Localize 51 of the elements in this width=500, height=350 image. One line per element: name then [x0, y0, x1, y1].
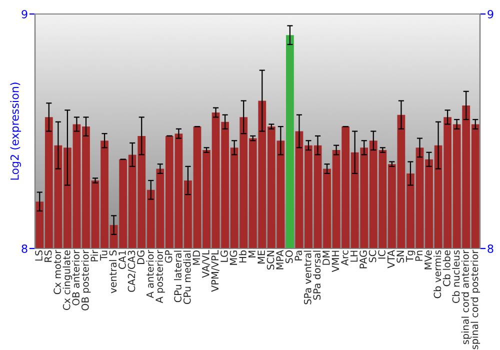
x-tick-label: LH: [350, 250, 358, 262]
x-tick-label: GP: [164, 250, 172, 263]
x-tick-label: spinal cord anterior: [461, 250, 471, 344]
x-tick-label: Cx motor: [54, 250, 61, 294]
x-tick-label: VA/VL: [202, 250, 210, 278]
x-tick-label: Cb vermis: [434, 250, 442, 298]
x-tick-label: VPM/VPL: [211, 250, 220, 292]
x-tick-label: Hb: [238, 250, 246, 262]
x-tick-label: ventral S: [109, 250, 117, 294]
x-tick-label: Arc: [341, 250, 348, 266]
x-tick-label: MPA: [276, 250, 284, 270]
x-tick-label: IC: [378, 250, 386, 259]
y2-tick-label: 9: [488, 10, 494, 18]
x-tick-label: ME: [258, 250, 265, 264]
x-tick-label: PAG: [360, 250, 367, 268]
x-tick-label: MD: [192, 250, 200, 265]
x-tick-label: A anterior: [146, 250, 154, 298]
x-tick-label: Pir: [90, 250, 98, 262]
x-tick-label: M: [248, 250, 256, 258]
x-tick-label: CA1: [118, 250, 126, 269]
x-tick-label: Pn: [415, 250, 422, 261]
x-tick-label: OB anterior: [72, 250, 80, 306]
x-tick-label: SCN: [266, 250, 274, 270]
x-tick-label: Tu: [100, 250, 108, 261]
x-tick-label: LS: [35, 250, 42, 261]
x-tick-label: MG: [230, 250, 238, 265]
x-tick-label: SPa ventral: [304, 250, 312, 304]
x-tick-label: Cx cingulate: [62, 250, 72, 310]
x-tick-label: DG: [137, 250, 144, 264]
y-axis-title: Log2 (expression): [10, 82, 21, 180]
x-tick-label: VMH: [332, 250, 339, 272]
x-tick-label: CPu medial: [183, 250, 191, 304]
x-tick-label: A posterior: [155, 250, 165, 304]
x-tick-label: Tg: [406, 250, 416, 262]
x-tick-label: Cb lobe: [442, 250, 450, 286]
x-tick-label: Pa: [294, 250, 302, 260]
x-tick-label: SN: [396, 250, 404, 263]
y2-tick-label: 8: [488, 244, 494, 253]
x-tick-label: Cb nucleus: [452, 250, 460, 303]
x-tick-label: SPa dorsal: [313, 250, 321, 300]
x-tick-label: VTA: [388, 250, 395, 268]
x-tick-label: CA2/CA3: [128, 250, 136, 292]
x-tick-label: DM: [322, 250, 330, 265]
x-tick-label: spinal cord posterior: [470, 250, 480, 350]
x-tick-label: LG: [220, 250, 228, 262]
x-tick-label: SC: [368, 250, 376, 262]
x-tick-label: SO: [285, 250, 293, 264]
x-tick-label: RS: [44, 250, 52, 262]
x-tick-label: MVe: [424, 250, 432, 270]
x-tick-label: CPu lateral: [174, 250, 182, 302]
x-tick-label: OB posterior: [81, 250, 91, 310]
